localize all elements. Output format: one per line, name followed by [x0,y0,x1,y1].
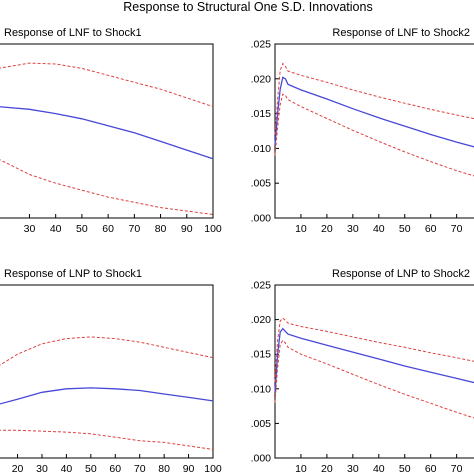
x-tick-label: 10 [295,463,307,474]
chart-panel-3: Response of LNP to Shock1 20 30 40 50 60 70 80 9… [0,268,222,474]
y-tick-label: .000 [251,453,272,465]
x-tick-label: 70 [134,463,146,474]
panel-title: Response of LNP to Shock1 [4,268,142,280]
upper-band-line [0,336,214,366]
figure-title: Response to Structural One S.D. Innovati… [123,0,372,14]
x-tick-label: 60 [102,223,114,235]
plot-frame [274,284,474,459]
x-tick-label: 40 [61,463,73,474]
y-tick-label: .005 [251,178,272,190]
chart-panel-4: Response of LNP to Shock2 10 20 30 40 50 60 70.… [251,268,474,474]
x-tick-label: 50 [85,463,97,474]
lower-band-line [274,93,474,177]
lower-band-line [274,339,474,419]
upper-band-line [274,317,474,382]
y-tick-label: .010 [251,143,272,155]
x-tick-label: 90 [181,223,193,235]
y-tick-label: .025 [251,39,272,51]
x-tick-label: 100 [204,223,222,235]
lower-band-line [0,159,214,215]
upper-band-line [0,62,214,108]
y-tick-label: .020 [251,73,272,85]
x-tick-label: 50 [76,223,88,235]
x-tick-label: 80 [158,463,170,474]
lower-band-line [0,429,214,450]
x-tick-label: 70 [128,223,140,235]
plot-frame [0,284,214,459]
y-tick-label: .005 [251,418,272,430]
y-tick-label: .015 [251,349,272,361]
x-tick-label: 70 [451,463,463,474]
y-tick-label: .020 [251,314,272,326]
response-line [274,76,474,148]
panel-title: Response of LNF to Shock2 [332,27,470,39]
y-tick-label: .025 [251,280,272,292]
x-tick-label: 100 [204,463,222,474]
y-tick-label: .010 [251,383,272,395]
x-tick-label: 40 [373,463,385,474]
x-tick-label: 60 [109,463,121,474]
x-tick-label: 80 [155,223,167,235]
x-tick-label: 40 [50,223,62,235]
panel-title: Response of LNF to Shock1 [4,27,142,39]
x-tick-label: 50 [399,463,411,474]
x-tick-label: 10 [295,223,307,235]
plot-frame [0,43,214,219]
x-tick-label: 20 [12,463,24,474]
x-tick-label: 30 [347,223,359,235]
response-line [0,106,214,160]
chart-panel-2: Response of LNF to Shock2 10 20 30 40 50 60 70.… [251,27,474,235]
plot-frame [274,43,474,219]
x-tick-label: 20 [321,463,333,474]
x-tick-label: 30 [347,463,359,474]
response-line [274,327,474,393]
x-tick-label: 90 [183,463,195,474]
x-tick-label: 30 [36,463,48,474]
y-tick-label: .000 [251,213,272,225]
x-tick-label: 60 [425,463,437,474]
x-tick-label: 40 [373,223,385,235]
chart-panels: Response of LNF to Shock1 30 40 50 60 70 80 90 1… [0,27,474,474]
upper-band-line [274,62,474,135]
y-tick-label: .015 [251,108,272,120]
x-tick-label: 20 [321,223,333,235]
panel-title: Response of LNP to Shock2 [332,268,470,280]
x-tick-label: 30 [24,223,36,235]
x-tick-label: 50 [399,223,411,235]
x-tick-label: 70 [451,223,463,235]
response-line [0,387,214,405]
x-tick-label: 60 [425,223,437,235]
chart-panel-1: Response of LNF to Shock1 30 40 50 60 70 80 90 1… [0,27,222,235]
